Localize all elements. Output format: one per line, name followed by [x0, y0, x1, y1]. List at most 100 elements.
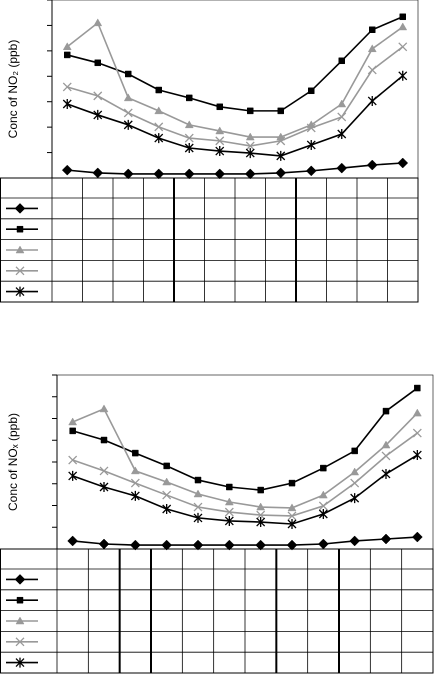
data-point — [194, 476, 202, 484]
legend-marker — [16, 596, 24, 604]
data-point — [62, 82, 72, 92]
data-point — [94, 59, 101, 67]
data-point — [215, 126, 225, 135]
data-point — [226, 483, 233, 491]
data-point — [412, 450, 422, 461]
data-point — [93, 91, 103, 101]
legend-marker — [14, 203, 26, 214]
data-point — [256, 510, 266, 520]
data-point — [163, 462, 170, 470]
data-point — [247, 107, 254, 115]
data-point — [61, 164, 73, 176]
data-point — [100, 436, 108, 444]
data-point — [123, 108, 133, 118]
data-point — [162, 503, 172, 514]
data-point — [130, 466, 140, 475]
data-point — [288, 479, 296, 487]
plot-frame — [56, 374, 434, 550]
data-point — [308, 87, 315, 95]
data-point — [98, 538, 110, 550]
data-point — [337, 99, 347, 108]
data-point — [318, 490, 328, 499]
series-line — [66, 21, 404, 138]
data-point — [380, 533, 392, 545]
data-point — [398, 70, 408, 81]
data-point — [129, 539, 141, 551]
data-point — [276, 136, 286, 146]
data-point — [68, 470, 78, 481]
data-point — [193, 512, 203, 523]
data-point — [99, 466, 109, 476]
data-point — [381, 440, 391, 449]
series-line — [67, 162, 403, 175]
data-point — [414, 384, 421, 392]
data-point — [398, 22, 408, 31]
data-point — [381, 451, 391, 461]
data-point — [215, 146, 225, 157]
data-point — [350, 467, 360, 476]
data-point — [399, 13, 406, 21]
data-point — [162, 477, 172, 486]
data-point — [93, 18, 103, 27]
data-point — [336, 162, 348, 174]
data-point — [184, 120, 194, 129]
data-point — [381, 468, 391, 479]
data-point — [214, 168, 226, 180]
data-point — [123, 93, 133, 102]
data-point — [367, 95, 377, 106]
data-point — [287, 503, 297, 512]
data-point — [125, 70, 132, 78]
data-point — [397, 157, 409, 169]
data-point — [318, 501, 328, 511]
data-point — [224, 515, 234, 526]
data-point — [186, 94, 193, 102]
legend-marker — [15, 245, 25, 254]
data-point — [64, 51, 71, 59]
data-point — [317, 538, 329, 550]
data-point — [382, 407, 390, 415]
legend-marker — [15, 286, 25, 297]
data-point — [305, 165, 317, 177]
series-line — [72, 432, 418, 517]
data-point — [162, 490, 172, 500]
data-point — [130, 490, 140, 501]
data-point — [277, 107, 284, 115]
series-line — [72, 387, 418, 491]
data-point — [99, 404, 109, 413]
series-line — [67, 46, 404, 147]
data-point — [123, 119, 133, 130]
data-point — [338, 57, 345, 65]
data-point — [411, 531, 423, 543]
data-point — [122, 168, 134, 180]
data-point — [69, 427, 76, 435]
data-point — [153, 168, 165, 180]
data-point — [351, 447, 358, 455]
series-line — [67, 16, 404, 112]
data-point — [318, 508, 328, 519]
data-point — [68, 455, 78, 465]
data-point — [398, 42, 408, 52]
data-point — [161, 539, 173, 551]
data-point — [154, 122, 164, 132]
data-point — [257, 486, 264, 494]
data-point — [223, 539, 235, 551]
data-point — [367, 44, 377, 53]
data-point — [132, 449, 139, 457]
data-point — [245, 148, 255, 159]
data-point — [193, 502, 203, 512]
data-point — [92, 167, 104, 179]
data-point — [287, 518, 297, 529]
data-point — [412, 428, 422, 438]
data-point — [224, 507, 234, 517]
data-point — [320, 464, 327, 472]
legend-marker — [14, 574, 26, 585]
data-point — [184, 142, 194, 153]
data-point — [350, 493, 360, 504]
data-point — [256, 502, 266, 511]
data-point — [349, 535, 361, 547]
legend-marker — [16, 225, 24, 233]
data-point — [99, 482, 109, 493]
data-point — [154, 133, 164, 144]
